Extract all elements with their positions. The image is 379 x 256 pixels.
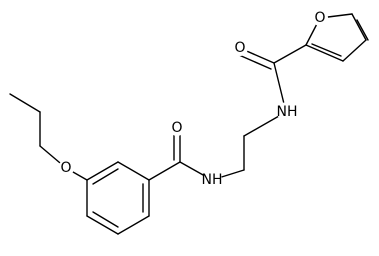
atom-label: NH (202, 172, 223, 188)
atom-label: O (171, 120, 182, 136)
label-mask (312, 10, 328, 26)
bond (86, 215, 119, 235)
bond (86, 161, 119, 181)
bond (351, 13, 367, 41)
atom-label: O (314, 10, 325, 26)
label-mask (169, 120, 185, 136)
label-mask (202, 170, 222, 190)
bond (238, 54, 272, 70)
bond (117, 215, 150, 235)
label-mask (58, 160, 74, 176)
bond (9, 93, 41, 113)
bond (356, 19, 369, 41)
bond (342, 39, 367, 62)
label-mask (232, 40, 248, 56)
bond (148, 161, 181, 181)
atom-label: O (60, 160, 71, 176)
atom-label: NH (277, 104, 298, 120)
bond (241, 48, 275, 64)
bond (92, 211, 119, 228)
bond (92, 168, 119, 185)
bond (305, 44, 344, 62)
atom-labels: O O NH O NH O (58, 10, 328, 190)
bond (117, 161, 150, 181)
atom-label: O (234, 40, 245, 56)
bonds (9, 13, 369, 235)
bond (311, 43, 342, 57)
label-mask (277, 102, 297, 122)
bond (273, 44, 307, 64)
